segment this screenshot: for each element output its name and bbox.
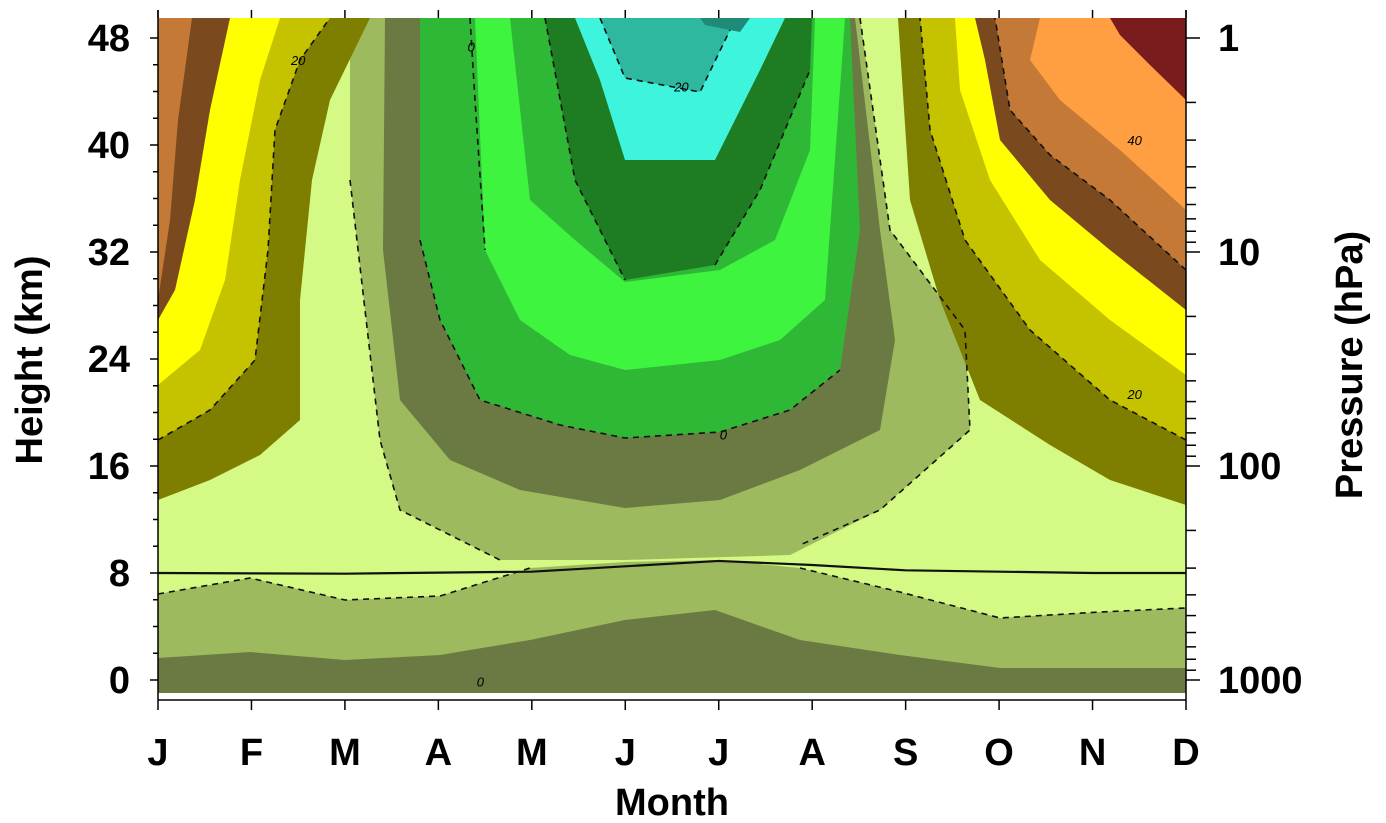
x-axis-title: Month [615, 782, 729, 823]
x-tick-label: M [516, 732, 548, 774]
y-axis-left-title: Height (km) [9, 256, 51, 465]
y-left-tick-label: 16 [88, 446, 130, 488]
x-tick-label: S [893, 732, 918, 774]
x-tick-label: J [615, 732, 636, 774]
x-tick-label: D [1172, 732, 1199, 774]
y-left-tick-label: 0 [109, 660, 130, 702]
band-right-maroon [1110, 18, 1186, 100]
y-left-tick-label: 8 [109, 553, 130, 595]
left-axis-ticks: 0 8 16 24 32 40 48 [88, 18, 158, 702]
contour-lower [158, 567, 531, 601]
contour-left-20 [158, 18, 331, 441]
band-right-orange [1030, 18, 1186, 210]
x-tick-label: N [1079, 732, 1106, 774]
band-summer-teal [600, 18, 740, 92]
contour-label: 40 [1127, 133, 1142, 148]
band-left-orange [158, 18, 192, 300]
band-surface-dark [158, 610, 1186, 693]
contour-label: 20 [673, 80, 689, 95]
contour-zero-upper [349, 179, 501, 561]
band-summer-core [700, 18, 750, 32]
contour-label: 0 [720, 427, 728, 442]
contour-summer-outer [469, 18, 486, 251]
plot-area: 20 0 20 0 40 20 0 [158, 18, 1186, 693]
y-left-tick-label: 32 [88, 232, 130, 274]
contour-labels: 20 0 20 0 40 20 0 [290, 39, 1143, 689]
contour-lower-right [799, 567, 1186, 619]
contour-label: 20 [1126, 387, 1142, 402]
x-tick-label: J [147, 732, 168, 774]
y-right-tick-label: 100 [1218, 446, 1281, 488]
contour-right-20 [919, 18, 1186, 441]
contour-lines [158, 18, 1186, 619]
right-axis-ticks: 1000 100 10 1 [1186, 18, 1303, 702]
tropopause-line [158, 559, 1186, 575]
contour-zero-right [799, 18, 971, 546]
contour-label: 20 [290, 53, 306, 68]
y-left-tick-label: 48 [88, 18, 130, 60]
contour-label: 0 [477, 675, 485, 690]
x-tick-label: M [329, 732, 361, 774]
y-right-tick-label: 10 [1218, 232, 1260, 274]
x-tick-label: O [984, 732, 1014, 774]
y-right-tick-label: 1000 [1218, 660, 1303, 702]
x-tick-label: F [240, 732, 263, 774]
x-tick-label: J [708, 732, 729, 774]
y-left-tick-label: 40 [88, 125, 130, 167]
contour-right-40 [994, 18, 1186, 271]
x-tick-label: A [425, 732, 452, 774]
contour-summer-0 [419, 239, 841, 439]
contour-label: 0 [467, 39, 475, 54]
y-axis-right-title: Pressure (hPa) [1329, 231, 1371, 499]
y-left-tick-label: 24 [88, 339, 130, 381]
x-tick-label: A [798, 732, 825, 774]
y-right-tick-label: 1 [1218, 18, 1239, 60]
contour-summer-20 [599, 18, 731, 93]
